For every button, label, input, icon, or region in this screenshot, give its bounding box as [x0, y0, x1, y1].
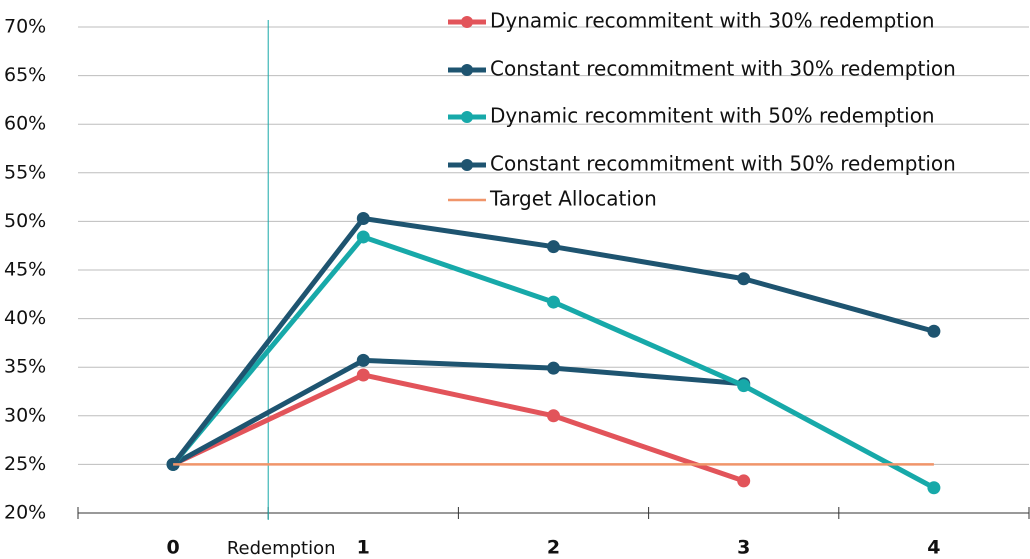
x-tick-label: 4 [927, 537, 940, 559]
series-marker [547, 240, 560, 254]
series-marker [737, 272, 751, 286]
series-marker [356, 353, 370, 367]
series-marker [547, 295, 560, 309]
x-tick-label: 2 [547, 537, 560, 559]
series-marker [927, 324, 941, 338]
series-marker [547, 361, 560, 375]
y-tick-label: 60% [4, 113, 46, 135]
x-tick-label: 3 [737, 537, 750, 559]
y-tick-label: 20% [4, 502, 46, 524]
y-tick-label: 45% [4, 259, 46, 281]
legend-label: Target Allocation [489, 187, 657, 211]
x-tick-label: 1 [357, 537, 370, 559]
series-marker [356, 368, 370, 382]
y-tick-label: 50% [4, 210, 46, 232]
y-tick-label: 30% [4, 404, 46, 426]
series-marker [927, 481, 941, 495]
series-marker [547, 409, 560, 423]
series-marker [737, 379, 751, 393]
y-tick-label: 55% [4, 161, 46, 183]
series-line [172, 372, 745, 484]
series-marker [356, 230, 370, 244]
y-tick-label: 65% [4, 64, 46, 86]
legend-label: Constant recommitment with 30% redemptio… [490, 57, 956, 81]
y-tick-label: 35% [4, 356, 46, 378]
series-marker [737, 474, 751, 488]
series-line [171, 357, 744, 467]
redemption-label: Redemption [227, 538, 336, 559]
y-tick-label: 25% [4, 453, 46, 475]
y-tick-label: 40% [4, 307, 46, 329]
legend-label: Dynamic recommitent with 30% redemption [490, 9, 935, 33]
legend-label: Dynamic recommitent with 50% redemption [490, 104, 935, 128]
legend-label: Constant recommitment with 50% redemptio… [490, 152, 956, 176]
x-tick-label: 0 [166, 537, 179, 559]
y-tick-label: 70% [4, 16, 46, 38]
legend-marker [461, 64, 473, 76]
series-marker [356, 211, 370, 225]
legend-marker [461, 159, 473, 171]
legend-marker [461, 16, 473, 28]
legend-marker [461, 111, 473, 123]
